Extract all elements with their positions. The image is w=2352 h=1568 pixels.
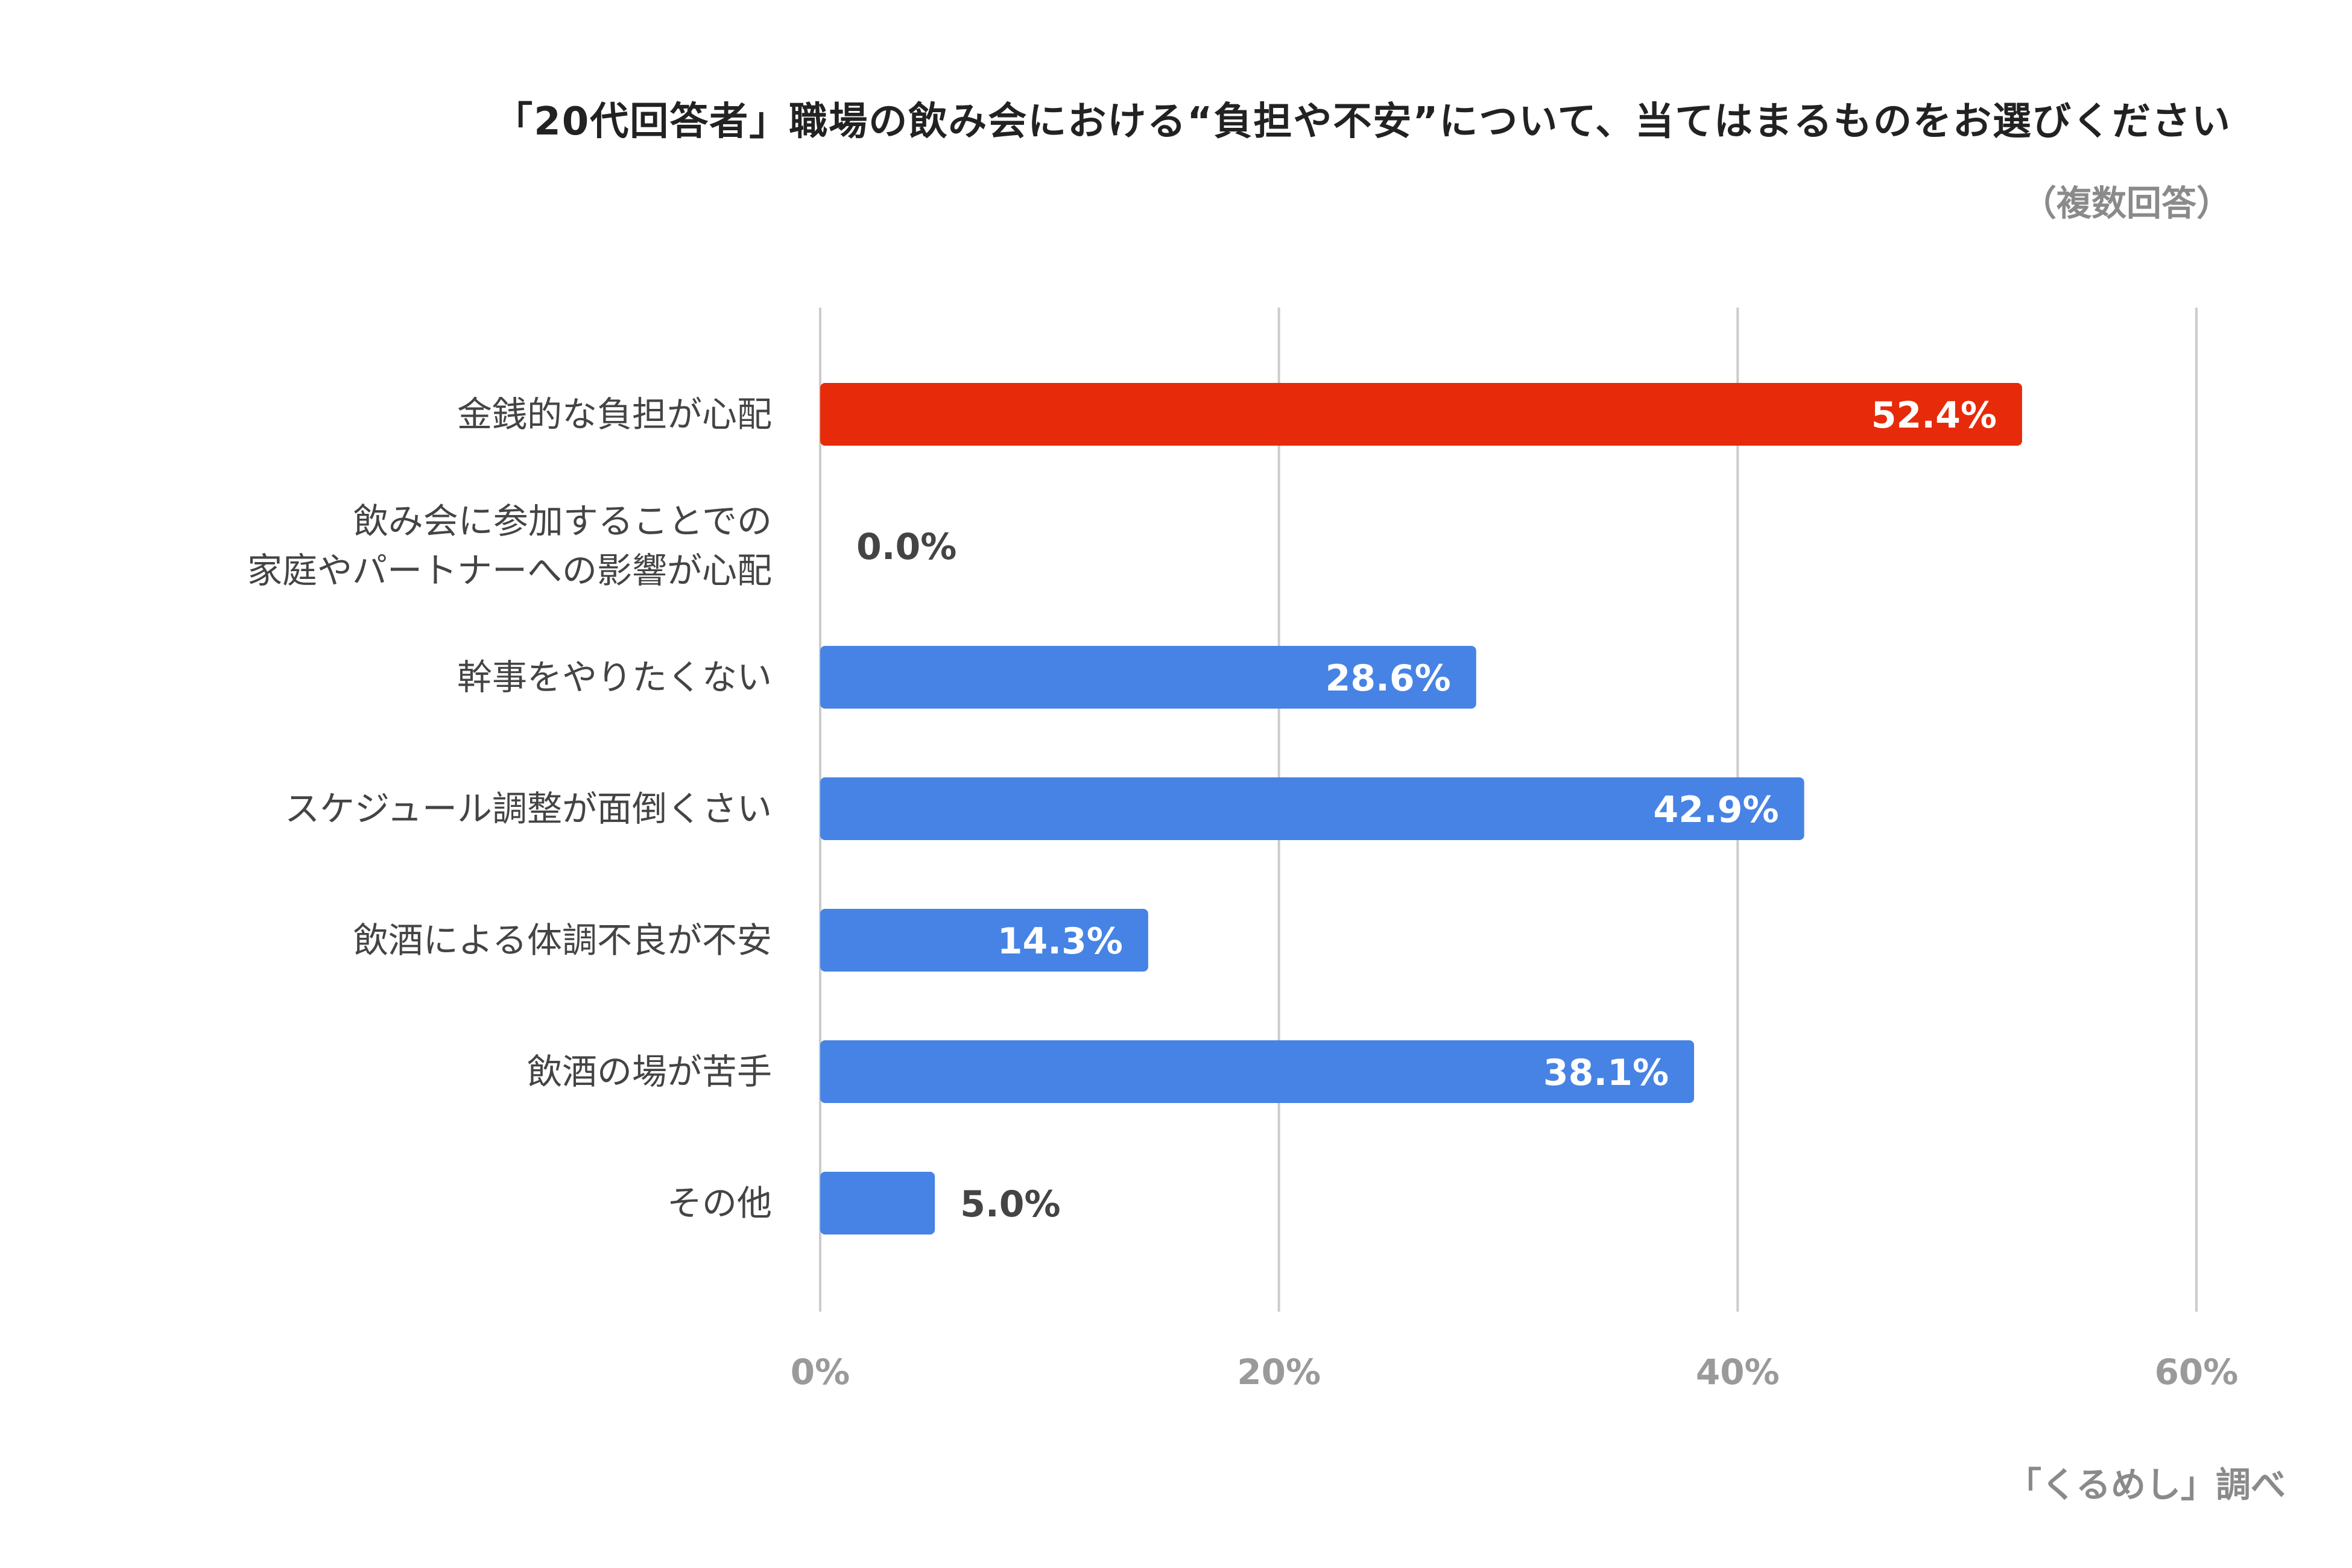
category-label: その他 [667, 1183, 772, 1224]
value-label: 28.6% [1326, 657, 1451, 700]
bars [820, 383, 2022, 1234]
category-label: 家庭やパートナーへの影響が心配 [247, 550, 772, 591]
bar [820, 383, 2022, 446]
bar [820, 909, 1148, 972]
category-label: 飲み会に参加することでの [353, 501, 772, 542]
x-tick-label: 60% [2155, 1351, 2239, 1393]
value-label: 14.3% [997, 920, 1123, 963]
chart-subtitle: （複数回答） [2021, 183, 2231, 224]
value-labels: 52.4% 0.0% 28.6% 42.9% 14.3% 38.1% 5.0% [856, 394, 1997, 1225]
category-label: スケジュール調整が面倒くさい [285, 788, 772, 829]
x-axis-ticks: 0% 20% 40% 60% [791, 1351, 2239, 1393]
x-tick-label: 20% [1237, 1351, 1321, 1393]
value-label: 5.0% [960, 1183, 1060, 1225]
value-label: 42.9% [1653, 789, 1778, 831]
bar [820, 1172, 935, 1234]
category-labels: 金銭的な負担が心配飲み会に参加することでの家庭やパートナーへの影響が心配幹事をや… [247, 394, 772, 1224]
value-label: 52.4% [1871, 394, 1997, 437]
category-label: 幹事をやりたくない [457, 657, 772, 698]
source-note: 「くるめし」調べ [2006, 1464, 2286, 1505]
x-tick-label: 0% [791, 1351, 850, 1393]
bar [820, 777, 1804, 840]
x-tick-label: 40% [1696, 1351, 1780, 1393]
bar [820, 1040, 1695, 1103]
bar [820, 646, 1476, 709]
category-label: 飲酒による体調不良が不安 [353, 920, 772, 961]
value-label: 38.1% [1543, 1052, 1669, 1094]
category-label: 金銭的な負担が心配 [457, 394, 772, 435]
chart-title: 「20代回答者」職場の飲み会における“負担や不安”について、当てはまるものをお選… [494, 100, 2231, 144]
category-label: 飲酒の場が苦手 [527, 1051, 772, 1092]
value-label: 0.0% [856, 526, 956, 568]
